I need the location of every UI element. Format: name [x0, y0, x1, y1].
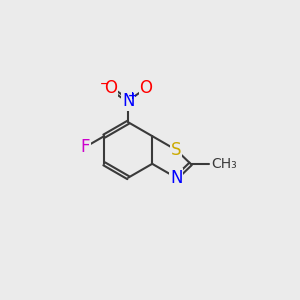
Text: N: N	[170, 169, 182, 187]
Text: N: N	[122, 92, 134, 110]
Text: CH₃: CH₃	[212, 157, 237, 171]
Text: S: S	[171, 141, 181, 159]
Text: +: +	[128, 91, 137, 101]
Text: −: −	[100, 79, 109, 89]
Text: F: F	[81, 138, 90, 156]
Text: O: O	[140, 79, 152, 97]
Text: O: O	[104, 79, 117, 97]
